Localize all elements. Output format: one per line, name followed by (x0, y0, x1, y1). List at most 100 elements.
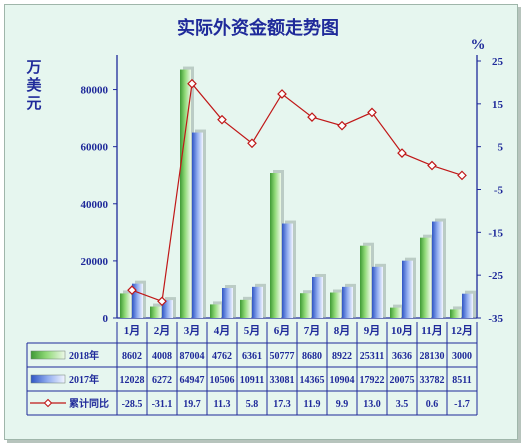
bar-2018 (420, 237, 431, 318)
bar-2018 (450, 309, 461, 318)
line-yoy-point (157, 296, 167, 307)
bar-2018 (330, 292, 341, 318)
bar-2017 (312, 276, 323, 318)
legend-2018-label: 2018年 (69, 349, 99, 362)
y2-axis-label: % (471, 37, 486, 53)
bar-2017 (342, 286, 353, 318)
table-cell: 28130 (420, 351, 445, 362)
bar-2017 (402, 260, 413, 318)
bar-2017 (282, 223, 293, 318)
bar-2017 (162, 300, 173, 318)
table-cell: 8602 (122, 351, 142, 362)
x-tick-label: 6月 (274, 324, 291, 337)
table-cell: 4762 (212, 351, 232, 362)
table-cell: 33081 (270, 375, 295, 386)
x-tick-label: 11月 (421, 324, 442, 337)
y2-tick-label: -25 (488, 270, 503, 282)
line-yoy-point (277, 89, 287, 99)
line-yoy-point (397, 148, 407, 158)
x-tick-label: 7月 (304, 324, 321, 337)
table-cell: 8680 (302, 351, 322, 362)
legend-yoy-swatch-marker (43, 398, 53, 408)
table-cell: 50777 (270, 351, 295, 362)
bar-2018 (270, 173, 281, 318)
y-axis-label: 万美元 (25, 59, 42, 112)
legend-2017-swatch (30, 374, 66, 384)
y2-tick-label: 5 (498, 142, 504, 154)
bar-2018 (150, 306, 161, 318)
table-cell: 10506 (210, 375, 235, 386)
x-tick-label: 12月 (451, 324, 473, 337)
bar-2018 (300, 293, 311, 318)
bar-2017 (372, 266, 383, 318)
table-cell: 8511 (452, 375, 471, 386)
bar-2018 (240, 299, 251, 318)
y-tick-label: 20000 (81, 256, 109, 268)
line-yoy-point (427, 160, 437, 171)
y-tick-label: 40000 (81, 199, 109, 211)
table-cell: 11.3 (214, 399, 231, 410)
bar-2018 (360, 245, 371, 318)
table-cell: 25311 (360, 351, 384, 362)
line-yoy-point (307, 112, 317, 122)
table-cell: 6361 (242, 351, 262, 362)
y-tick-label: 80000 (81, 85, 109, 97)
table-cell: 3636 (392, 351, 412, 362)
table-cell: -28.5 (122, 399, 143, 410)
x-tick-label: 9月 (364, 324, 381, 337)
table-cell: 6272 (152, 375, 172, 386)
table-cell: 64947 (180, 375, 205, 386)
y2-tick-label: -35 (488, 313, 503, 325)
table-cell: 4008 (152, 351, 172, 362)
legend-2017-label: 2017年 (69, 373, 99, 386)
y2-tick-label: 25 (492, 56, 504, 68)
bar-2018 (180, 69, 191, 319)
bar-2017 (132, 283, 143, 318)
table-cell: 9.9 (336, 399, 349, 410)
line-yoy-point (247, 138, 257, 149)
x-tick-label: 1月 (124, 324, 141, 337)
x-tick-label: 5月 (244, 324, 261, 337)
x-tick-label: 4月 (214, 324, 231, 337)
table-cell: 5.8 (246, 399, 259, 410)
line-yoy-point (127, 285, 137, 296)
table-cell: 10911 (240, 375, 264, 386)
bar-2017 (462, 293, 473, 318)
table-cell: -31.1 (152, 399, 173, 410)
legend-yoy-label: 累计同比 (69, 397, 109, 410)
bar-2017 (192, 132, 203, 318)
line-yoy-point (457, 170, 467, 181)
bar-2018 (120, 293, 131, 318)
table-cell: 19.7 (183, 399, 201, 410)
line-yoy (131, 82, 463, 303)
y2-tick-label: -5 (494, 185, 504, 197)
legend-2018-swatch (30, 350, 66, 360)
table-cell: 14365 (300, 375, 325, 386)
line-yoy-point (187, 78, 197, 89)
table-cell: 10904 (330, 375, 355, 386)
bar-2017 (252, 286, 263, 318)
table-cell: 17.3 (273, 399, 291, 410)
chart-title: 实际外资金额走势图 (177, 17, 339, 38)
x-tick-label: 8月 (334, 324, 351, 337)
table-cell: 20075 (390, 375, 415, 386)
x-tick-label: 3月 (184, 324, 201, 337)
bar-2018 (390, 307, 401, 318)
line-yoy-point (367, 107, 377, 118)
x-tick-label: 10月 (391, 324, 413, 337)
bar-2017 (432, 221, 443, 318)
line-yoy-point (217, 114, 227, 125)
table-cell: -1.7 (454, 399, 470, 410)
table-cell: 13.0 (363, 399, 381, 410)
table-cell: 17922 (360, 375, 385, 386)
line-yoy-point (337, 120, 347, 131)
table-cell: 3.5 (396, 399, 409, 410)
table-cell: 0.6 (426, 399, 439, 410)
table-cell: 12028 (120, 375, 145, 386)
table-cell: 3000 (452, 351, 472, 362)
table-cell: 87004 (180, 351, 205, 362)
y2-tick-label: -15 (488, 227, 503, 239)
table-cell: 11.9 (304, 399, 321, 410)
